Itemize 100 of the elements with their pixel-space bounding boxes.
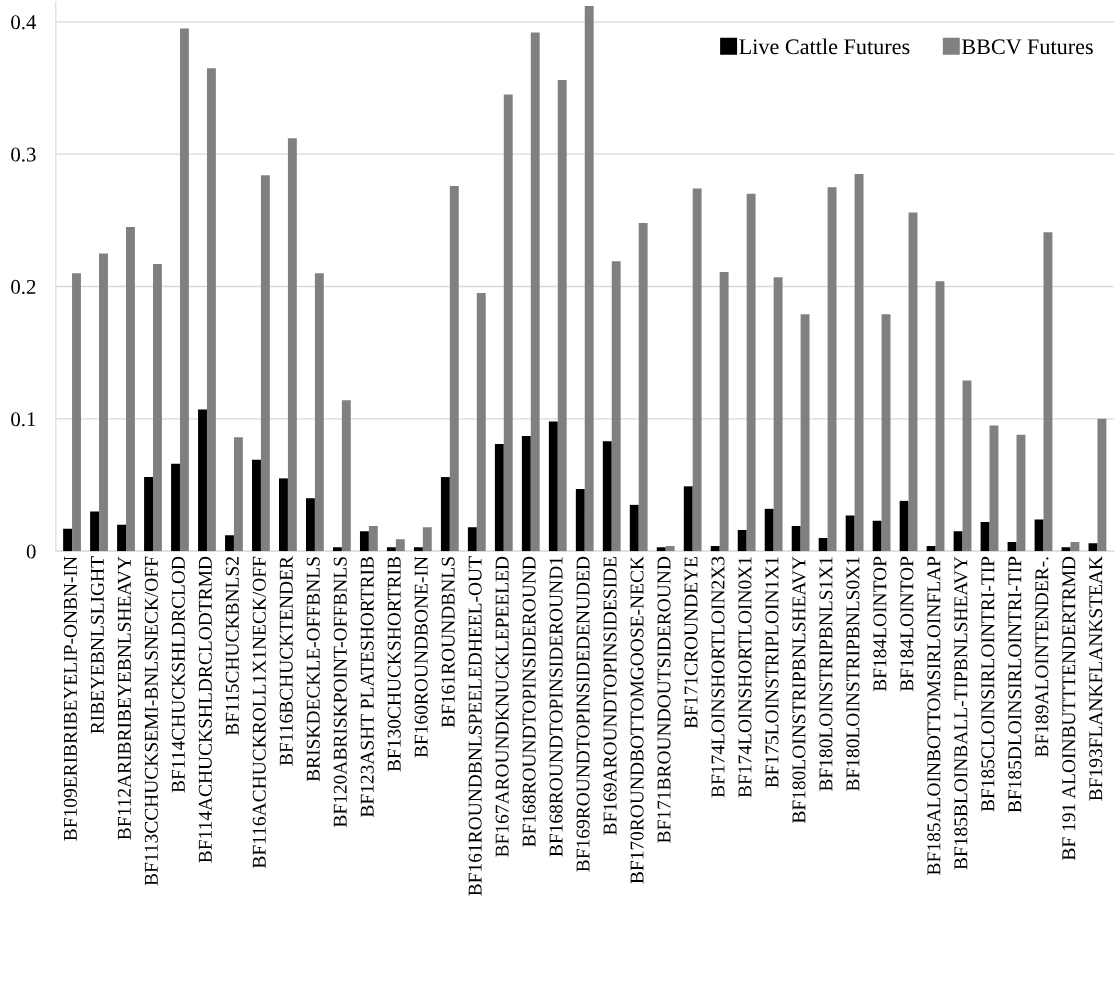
bar [791, 526, 801, 552]
bar [926, 545, 936, 552]
x-tick-label: BF175LOINSTRIPLOIN1X1 [765, 557, 779, 788]
bar [99, 253, 108, 552]
bar [548, 421, 558, 552]
x-tick-label: BF174LOINSHORTLOIN0X1 [738, 557, 752, 798]
x-tick-label: BF113CCHUCKSEMI-BNLSNECK/OFF [144, 556, 158, 886]
bar [818, 537, 828, 552]
x-tick-label: BF161ROUNDBNLSPEELEDHEEL-OUT [468, 556, 482, 896]
legend-label: Live Cattle Futures [739, 38, 910, 55]
x-tick-label: BF160ROUNDBONE-IN [414, 556, 428, 758]
x-tick-label: BF112ARIBRIBEYEBNLSHEAVY [117, 556, 131, 840]
bar [719, 271, 729, 552]
y-tick-label: 0.1 [11, 412, 36, 427]
bar [575, 488, 585, 552]
x-tick-label: BF114CHUCKSHLDRCLOD [171, 556, 185, 793]
bar [602, 441, 612, 552]
bar [90, 511, 100, 552]
x-tick-label: BF123ASHT PLATESHORTRIB [360, 556, 374, 818]
bar [557, 80, 567, 552]
bar [899, 500, 909, 552]
bar [584, 5, 594, 552]
x-tick-label: BF168ROUNDTOPINSIDEROUND [522, 556, 536, 847]
bar [233, 437, 243, 552]
bar [764, 508, 774, 552]
bar [683, 486, 693, 552]
bar [206, 68, 216, 552]
bar [710, 545, 720, 552]
bar [746, 193, 756, 552]
x-tick-label: BF161ROUNDBNLS [441, 557, 455, 728]
bar [845, 515, 855, 552]
x-tick-label: BF116BCHUCKTENDER [279, 556, 293, 766]
bar [126, 226, 135, 552]
bar [935, 281, 945, 552]
bar [962, 380, 972, 552]
bar [152, 264, 162, 552]
y-tick-label: 0.4 [11, 15, 37, 30]
bar [980, 522, 990, 552]
x-tick-label: BF115CHUCKBNLS2 [225, 557, 239, 736]
bar [198, 409, 207, 552]
x-tick-label: RIBEYEBNLSLIGHT [90, 556, 104, 734]
y-tick-label: 0.2 [11, 279, 36, 295]
bar [476, 293, 486, 552]
bar [440, 477, 450, 552]
bar [521, 436, 531, 552]
bar [386, 547, 396, 552]
x-tick-label: BF168ROUNDTOPINSIDEROUND1 [549, 557, 563, 857]
bar [854, 174, 864, 552]
bar [260, 175, 270, 552]
bar [368, 526, 378, 552]
x-tick-label: BF167AROUNDKNUCKLEPEELED [495, 556, 509, 857]
x-tick-label: BF189ALOINTENDER-. [1035, 557, 1049, 757]
x-tick-label: BF114ACHUCKSHLDRCLODTRMD [198, 556, 212, 863]
x-tick-label: BF116ACHUCKROLL1X1NECK/OFF [252, 556, 266, 869]
bar [989, 425, 999, 552]
x-tick-label: BF130CHUCKSHORTRIB [387, 556, 401, 772]
bar [413, 547, 423, 552]
bar [252, 459, 261, 552]
x-tick-label: BF185BLOINBALL-TIPBNLSHEAVY [954, 556, 968, 870]
bar [395, 539, 405, 552]
bar [171, 463, 180, 552]
bar [872, 520, 882, 552]
bar [908, 212, 918, 552]
y-tick-label: 0.3 [11, 147, 36, 162]
bar [144, 477, 153, 552]
x-tick-label: BF193FLANKFLANKSTEAK [1089, 556, 1103, 801]
bar [359, 531, 369, 552]
x-tick-label: BF180LOINSTRIPBNLS1X1 [819, 557, 833, 791]
y-tick-label: 0 [26, 544, 36, 559]
x-tick-label: BF185DLOINSIRLOINTRI-TIP [1008, 556, 1022, 813]
bar [314, 273, 324, 552]
x-tick-label: BRISKDECKLE-OFFBNLS [306, 557, 320, 782]
bar [800, 314, 810, 552]
bar [225, 535, 234, 552]
bar [306, 498, 315, 552]
x-tick-label: BF169AROUNDTOPINSIDESIDE [603, 557, 617, 835]
bar [279, 478, 288, 552]
bar [63, 528, 73, 552]
bar [881, 314, 891, 552]
x-tick-label: BF171BROUNDOUTSIDEROUND [657, 556, 671, 843]
bar [665, 545, 675, 552]
bar [179, 28, 189, 552]
x-tick-label: BF185CLOINSIRLOINTRI-TIP [981, 556, 995, 812]
bar [953, 531, 963, 552]
bar [1034, 519, 1044, 552]
bar [1061, 547, 1071, 552]
bar [827, 187, 837, 552]
legend-label: BBCV Futures [961, 39, 1093, 55]
bar [611, 261, 621, 552]
bar [467, 527, 477, 552]
bar [72, 273, 81, 552]
x-tick-label: BF 191 ALOINBUTTTENDERTRMD [1062, 556, 1076, 861]
x-tick-label: BF180LOINSTRIPBNLS0X1 [846, 557, 860, 791]
x-tick-label: BF184LOINTOP [900, 556, 914, 692]
bar [1070, 541, 1080, 552]
bar [449, 185, 459, 552]
x-tick-label: BF171CROUNDEYE [684, 557, 698, 729]
bar [1007, 541, 1017, 552]
x-tick-label: BF174LOINSHORTLOIN2X3 [711, 556, 725, 798]
x-tick-label: BF169ROUNDTOPINSIDEDENUDED [576, 556, 590, 872]
